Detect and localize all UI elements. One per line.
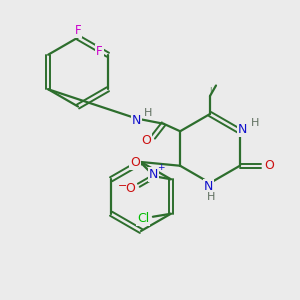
Text: Cl: Cl [137,212,149,225]
Text: O: O [264,159,274,172]
Text: −: − [118,181,127,191]
Text: |: | [209,86,211,94]
Text: H: H [207,191,216,202]
Text: H: H [144,108,152,118]
Text: +: + [157,163,165,172]
Text: O: O [130,156,140,169]
Text: N: N [149,168,158,181]
Text: F: F [75,24,81,38]
Text: N: N [204,179,213,193]
Text: O: O [142,134,152,147]
Text: N: N [238,123,247,136]
Text: H: H [251,118,260,128]
Text: F: F [96,45,103,58]
Text: O: O [125,182,135,195]
Text: N: N [132,113,141,127]
